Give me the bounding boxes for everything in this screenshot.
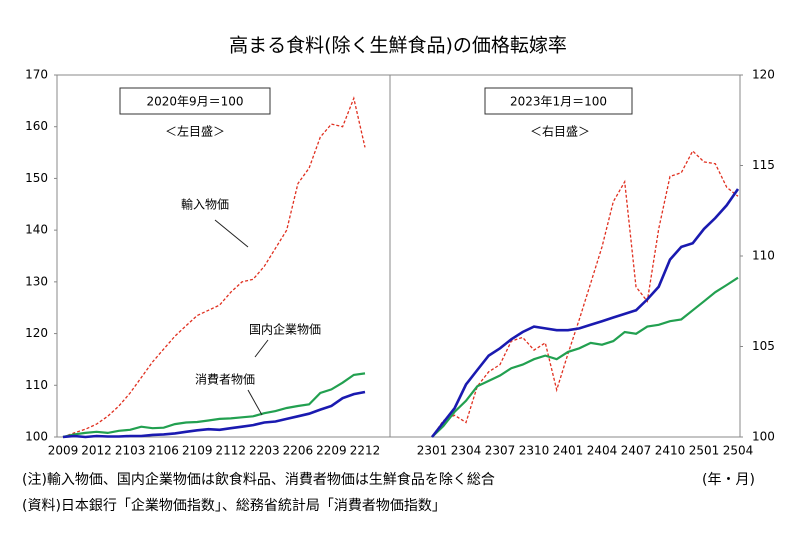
y-tick-label: 100 bbox=[752, 430, 775, 444]
x-tick-label: 2203 bbox=[249, 444, 280, 458]
chart-title: 高まる食料(除く生鮮食品)の価格転嫁率 bbox=[229, 35, 567, 57]
y-tick-label: 105 bbox=[752, 339, 775, 353]
plot-frame bbox=[56, 74, 741, 438]
x-tick-label: 2012 bbox=[81, 444, 112, 458]
axis-label: ＜右目盛＞ bbox=[530, 124, 590, 139]
leader-line bbox=[214, 219, 249, 248]
y-tick-label: 115 bbox=[752, 158, 775, 172]
unit-note: (年・月) bbox=[702, 472, 755, 488]
series-line bbox=[62, 390, 366, 439]
series-line bbox=[62, 372, 366, 439]
x-tick-label: 2407 bbox=[621, 444, 652, 458]
x-tick-label: 2301 bbox=[417, 444, 448, 458]
y-tick-label: 110 bbox=[25, 378, 48, 392]
axis-label: ＜左目盛＞ bbox=[165, 124, 225, 139]
series-label: 輸入物価 bbox=[181, 197, 229, 212]
base-label: 2023年1月＝100 bbox=[510, 95, 607, 109]
x-tick-label: 2112 bbox=[216, 444, 247, 458]
y-tick-label: 100 bbox=[25, 430, 48, 444]
series-label: 消費者物価 bbox=[195, 372, 255, 387]
x-tick-label: 2206 bbox=[283, 444, 314, 458]
x-tick-label: 2504 bbox=[723, 444, 754, 458]
y-tick-label: 120 bbox=[25, 326, 48, 340]
y-tick-label: 110 bbox=[752, 249, 775, 263]
y-tick-label: 170 bbox=[25, 68, 48, 82]
y-tick-label: 160 bbox=[25, 119, 48, 133]
leader-line bbox=[254, 339, 269, 358]
x-tick-label: 2106 bbox=[148, 444, 179, 458]
note: (注)輸入物価、国内企業物価は飲食料品、消費者物価は生鮮食品を除く総合 bbox=[22, 471, 495, 488]
x-tick-label: 2304 bbox=[451, 444, 482, 458]
x-tick-label: 2401 bbox=[553, 444, 584, 458]
x-tick-label: 2109 bbox=[182, 444, 213, 458]
y-tick-label: 150 bbox=[25, 171, 48, 185]
y-tick-label: 130 bbox=[25, 274, 48, 288]
series-line bbox=[62, 96, 366, 438]
x-tick-label: 2410 bbox=[655, 444, 686, 458]
y-tick-label: 120 bbox=[752, 68, 775, 82]
leader-line bbox=[247, 389, 263, 416]
x-tick-label: 2501 bbox=[689, 444, 720, 458]
x-tick-label: 2009 bbox=[48, 444, 79, 458]
x-tick-label: 2307 bbox=[485, 444, 516, 458]
series-line bbox=[431, 149, 739, 438]
base-label: 2020年9月＝100 bbox=[146, 95, 243, 109]
base-box bbox=[119, 87, 271, 115]
x-tick-label: 2209 bbox=[316, 444, 347, 458]
x-tick-label: 2404 bbox=[587, 444, 618, 458]
x-tick-label: 2103 bbox=[115, 444, 146, 458]
series-label: 国内企業物価 bbox=[249, 322, 321, 337]
series-line bbox=[431, 276, 739, 438]
base-box bbox=[484, 87, 633, 115]
source-note: (資料)日本銀行「企業物価指数」、総務省統計局「消費者物価指数」 bbox=[22, 497, 446, 514]
x-tick-label: 2310 bbox=[519, 444, 550, 458]
x-tick-label: 2212 bbox=[350, 444, 381, 458]
y-tick-label: 140 bbox=[25, 223, 48, 237]
series-line bbox=[430, 188, 740, 438]
